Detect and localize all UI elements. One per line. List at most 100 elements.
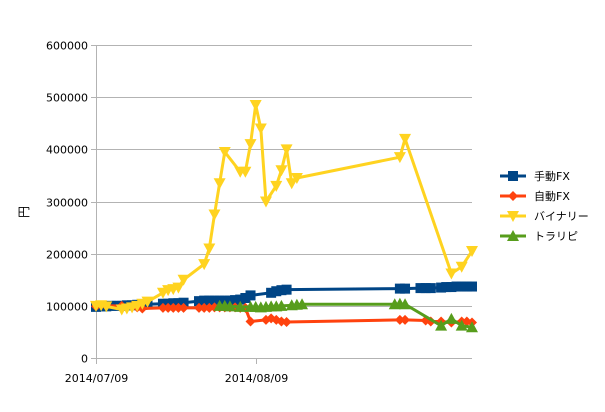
data-point xyxy=(507,230,519,241)
data-point xyxy=(441,282,452,293)
legend-item: バイナリー xyxy=(500,210,589,223)
data-point xyxy=(461,281,472,292)
legend-label: バイナリー xyxy=(534,210,589,223)
data-point xyxy=(399,298,412,310)
data-point xyxy=(244,139,257,151)
data-point xyxy=(445,312,458,324)
y-tick-labels: 0 100000 200000 300000 400000 500000 600000 xyxy=(46,40,88,366)
data-point xyxy=(178,297,189,308)
data-point xyxy=(394,314,405,325)
data-point xyxy=(290,173,303,185)
data-point xyxy=(223,300,236,312)
data-point xyxy=(172,282,185,294)
data-point xyxy=(173,302,184,313)
data-point xyxy=(399,133,412,145)
data-point xyxy=(199,295,210,306)
data-point xyxy=(466,321,478,333)
data-point xyxy=(163,302,174,313)
data-point xyxy=(245,290,256,301)
data-point xyxy=(285,178,298,190)
data-point xyxy=(239,166,252,178)
legend-item: 自動FX xyxy=(500,189,570,203)
data-point xyxy=(415,283,426,294)
series-line xyxy=(95,103,474,311)
data-point xyxy=(168,302,179,313)
data-point xyxy=(281,284,292,295)
data-point xyxy=(235,294,246,305)
data-point xyxy=(240,293,251,304)
data-point xyxy=(245,316,256,327)
data-point xyxy=(455,261,468,273)
data-point xyxy=(400,314,411,325)
data-point xyxy=(157,302,168,313)
series-layer xyxy=(90,99,478,333)
data-point xyxy=(456,281,467,292)
y-tick-label: 100000 xyxy=(46,301,88,314)
data-point xyxy=(249,99,262,111)
data-point xyxy=(455,319,468,331)
series-バイナリー xyxy=(90,99,478,316)
data-point xyxy=(218,146,231,158)
data-point xyxy=(275,165,288,177)
series-トラリピ xyxy=(213,297,478,333)
data-point xyxy=(199,302,210,313)
data-point xyxy=(451,281,462,292)
data-point xyxy=(446,282,457,293)
data-point xyxy=(276,285,287,296)
data-point xyxy=(271,286,282,297)
y-tick-label: 400000 xyxy=(46,144,88,157)
data-point xyxy=(425,283,436,294)
x-tick-label: 2014/07/09 xyxy=(65,372,128,385)
data-point xyxy=(204,295,215,306)
data-point xyxy=(507,211,519,222)
data-point xyxy=(467,281,477,292)
y-tick-label: 300000 xyxy=(46,197,88,210)
data-point xyxy=(254,123,267,135)
y-tick-label: 500000 xyxy=(46,92,88,105)
x-tick-labels: 2014/07/09 2014/08/09 xyxy=(65,372,288,385)
data-point xyxy=(266,287,277,298)
data-point xyxy=(466,246,478,258)
data-point xyxy=(213,178,226,190)
data-point xyxy=(435,319,448,331)
data-point xyxy=(194,302,205,313)
data-point xyxy=(194,296,205,307)
data-point xyxy=(400,283,411,294)
data-point xyxy=(234,300,247,312)
data-point xyxy=(281,317,292,328)
data-point xyxy=(209,295,220,306)
data-point xyxy=(393,152,406,164)
data-point xyxy=(270,180,283,192)
y-tick-label: 0 xyxy=(81,353,88,366)
data-point xyxy=(178,302,189,313)
data-point xyxy=(259,196,272,208)
y-tick-label: 200000 xyxy=(46,249,88,262)
data-point xyxy=(280,144,293,156)
data-point xyxy=(420,283,431,294)
legend-label: 手動FX xyxy=(534,169,570,183)
legend-item: 手動FX xyxy=(500,169,570,183)
data-point xyxy=(445,268,458,280)
legend-label: 自動FX xyxy=(534,189,570,203)
x-tick-label: 2014/08/09 xyxy=(225,372,288,385)
data-point xyxy=(208,209,221,221)
data-point xyxy=(203,243,216,255)
data-point xyxy=(508,171,518,181)
data-point xyxy=(394,283,405,294)
legend-item: トラリピ xyxy=(500,230,578,243)
y-tick-label: 600000 xyxy=(46,40,88,53)
data-point xyxy=(230,295,241,306)
data-point xyxy=(436,282,447,293)
legend-label: トラリピ xyxy=(534,230,578,243)
data-point xyxy=(198,259,211,271)
data-point xyxy=(296,298,309,310)
data-point xyxy=(177,274,190,286)
data-point xyxy=(508,191,518,201)
data-point xyxy=(275,299,288,311)
data-point xyxy=(100,301,113,313)
axes xyxy=(91,45,257,364)
y-axis-label: 円 xyxy=(17,206,31,218)
